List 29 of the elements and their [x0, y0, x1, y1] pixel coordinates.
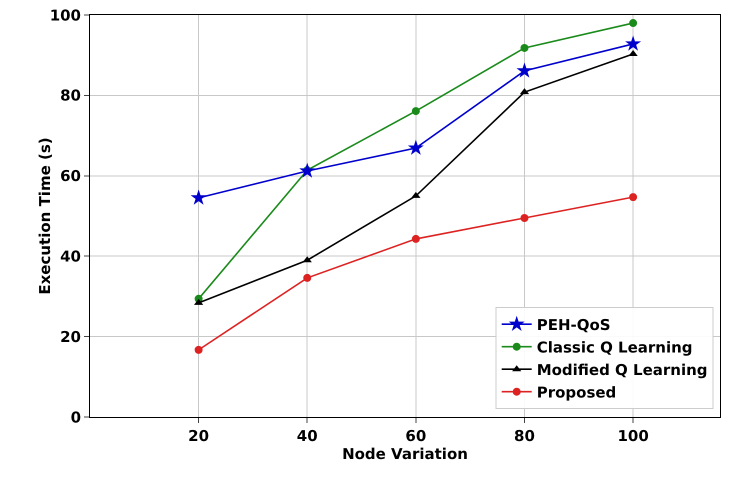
- legend-label: PEH-QoS: [536, 316, 611, 334]
- y-tick-label: 0: [70, 408, 81, 426]
- legend-label: Classic Q Learning: [536, 338, 693, 357]
- x-tick-label: 20: [188, 427, 210, 445]
- point: [412, 234, 420, 243]
- legend-label: Proposed: [536, 384, 616, 402]
- y-tick-label: 100: [50, 6, 81, 24]
- x-tick-label: 100: [617, 427, 649, 445]
- point: [408, 140, 424, 155]
- point: [625, 36, 642, 51]
- point: [303, 274, 312, 282]
- x-axis-title: Node Variation: [342, 445, 468, 463]
- legend-label: Modified Q Learning: [536, 361, 708, 380]
- y-axis-title: Execution Time (s): [36, 137, 54, 295]
- point: [629, 193, 638, 202]
- x-tick-label: 60: [405, 427, 426, 445]
- point: [194, 346, 203, 354]
- point: [520, 214, 528, 222]
- x-tick-label: 80: [514, 427, 535, 445]
- y-tick-label: 40: [60, 247, 81, 266]
- point: [412, 107, 420, 116]
- point: [520, 44, 528, 52]
- y-tick-label: 20: [60, 328, 81, 346]
- point: [629, 19, 638, 28]
- x-tick-label: 40: [296, 427, 318, 445]
- y-tick-label: 80: [60, 86, 81, 105]
- y-tick-label: 60: [60, 167, 81, 186]
- point: [190, 190, 207, 205]
- point: [516, 62, 532, 78]
